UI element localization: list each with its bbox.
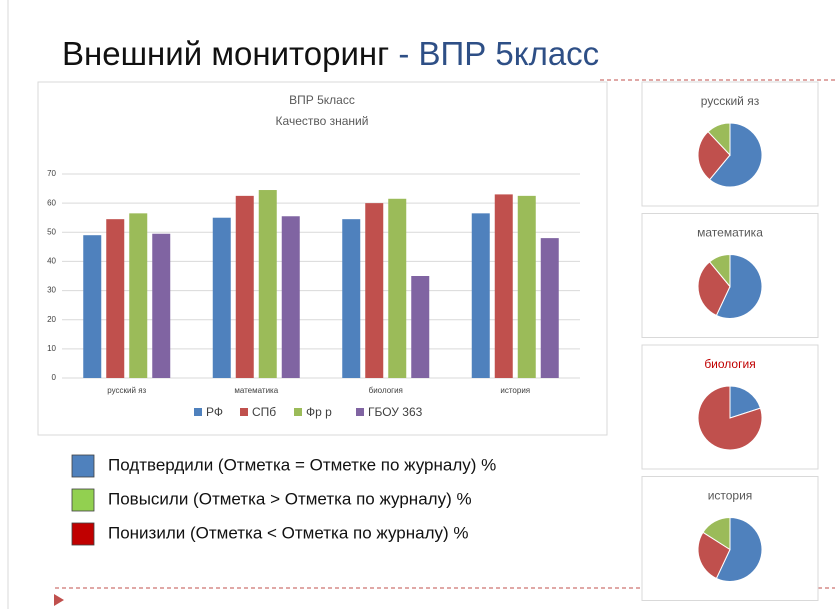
y-tick-label: 10	[47, 344, 56, 353]
bar	[83, 235, 102, 378]
y-tick-label: 50	[47, 227, 56, 236]
y-tick-label: 70	[47, 169, 56, 178]
bar	[235, 195, 254, 378]
bar	[517, 195, 536, 378]
bar	[471, 213, 490, 378]
pie-slice	[708, 253, 731, 288]
pie-title: русский яз	[701, 94, 760, 108]
x-tick-label: история	[500, 386, 530, 395]
pie-slice	[702, 516, 731, 551]
slide-title-accent: - ВПР 5класс	[398, 35, 599, 72]
pie-title: история	[708, 489, 753, 503]
bar	[494, 194, 513, 378]
bar	[388, 198, 407, 378]
legend-swatch	[71, 454, 95, 478]
legend-swatch	[71, 488, 95, 512]
bar	[106, 219, 125, 378]
slide-title-main: Внешний мониторинг	[62, 35, 389, 72]
y-tick-label: 30	[47, 286, 56, 295]
legend-label: СПб	[252, 405, 276, 419]
legend-label: Повысили (Отметка > Отметка по журналу) …	[108, 489, 472, 508]
bar	[342, 219, 361, 378]
legend-swatch	[240, 408, 248, 416]
x-tick-label: биология	[369, 386, 403, 395]
legend-label: Понизили (Отметка < Отметка по журналу) …	[108, 523, 469, 542]
x-tick-label: русский яз	[107, 386, 146, 395]
legend-label: Подтвердили (Отметка = Отметке по журнал…	[108, 455, 496, 474]
pie-title: биология	[704, 357, 755, 371]
bar	[411, 276, 430, 378]
legend-swatch	[194, 408, 202, 416]
y-tick-label: 20	[47, 315, 56, 324]
pie-slice	[697, 261, 731, 317]
bar	[281, 216, 300, 378]
pie-slice	[715, 253, 763, 319]
legend-swatch	[356, 408, 364, 416]
pie-title: математика	[697, 226, 763, 240]
slide-title: Внешний мониторинг - ВПР 5класс	[62, 35, 599, 72]
bar	[540, 238, 559, 378]
bar	[152, 233, 171, 378]
legend-label: ГБОУ 363	[368, 405, 423, 419]
legend-swatch	[71, 522, 95, 546]
pie-slice	[697, 531, 731, 580]
bar	[212, 217, 231, 378]
pie-slice	[697, 385, 763, 451]
y-tick-label: 40	[47, 257, 56, 266]
legend-label: Фр р	[306, 405, 332, 419]
bar	[365, 203, 384, 378]
pie-slice	[708, 122, 763, 188]
chart-title: ВПР 5класс	[289, 93, 355, 107]
bar	[129, 213, 148, 378]
legend-label: РФ	[206, 405, 223, 419]
x-tick-label: математика	[234, 386, 278, 395]
pie-slice	[707, 122, 731, 157]
y-tick-label: 60	[47, 198, 56, 207]
y-tick-label: 0	[52, 373, 57, 382]
pie-slice	[715, 516, 763, 582]
legend-swatch	[294, 408, 302, 416]
pie-slice	[729, 385, 762, 419]
chart-subtitle: Качество знаний	[276, 114, 369, 128]
pie-slice	[697, 130, 731, 181]
bar	[258, 190, 277, 378]
marker	[54, 594, 64, 606]
